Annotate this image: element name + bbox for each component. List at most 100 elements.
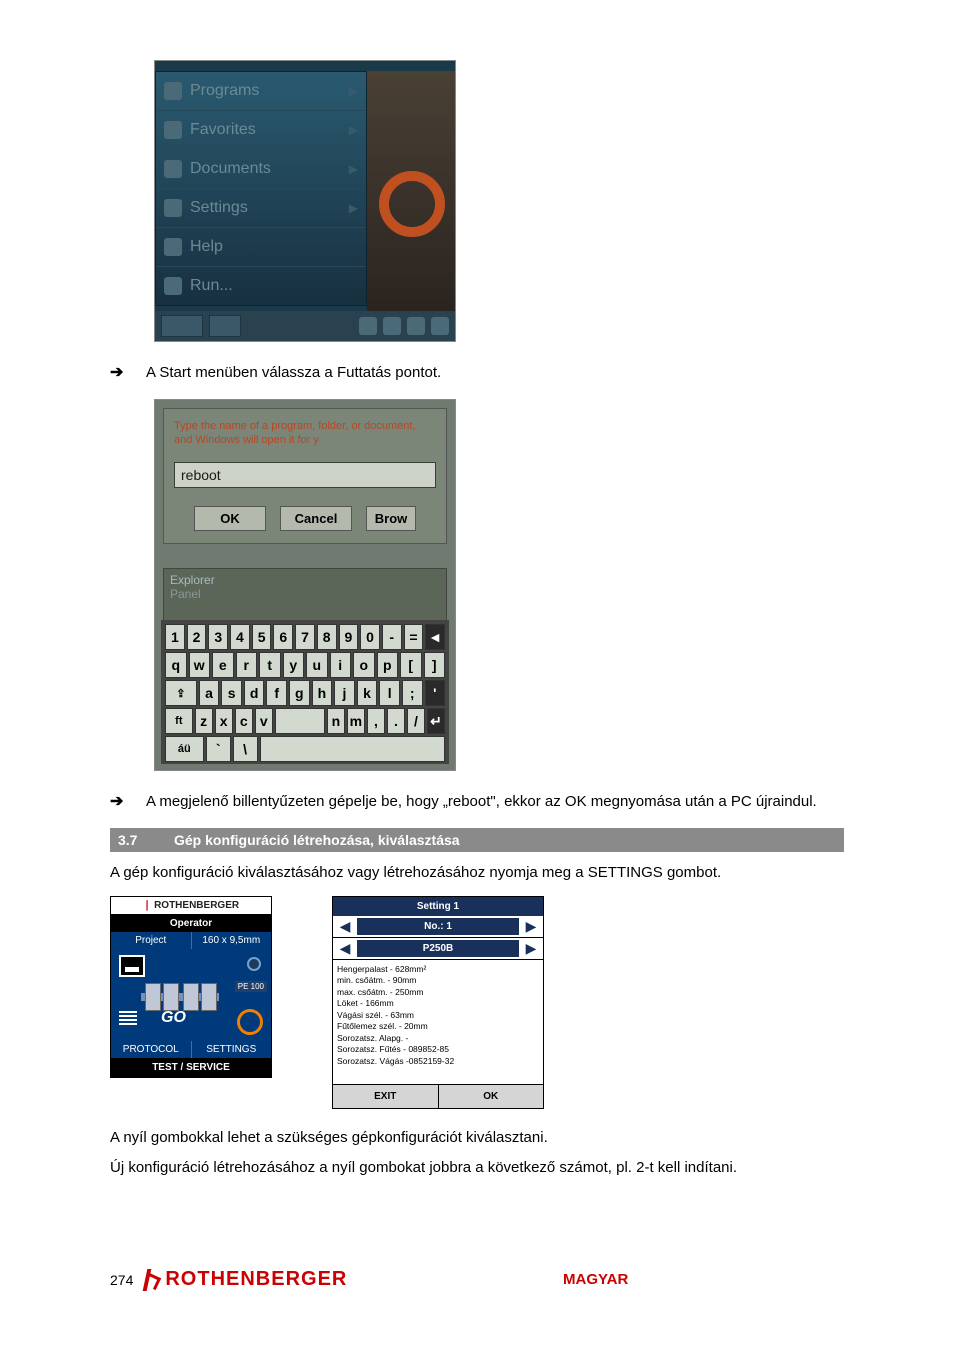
key[interactable]: ,: [367, 708, 385, 734]
key[interactable]: ': [425, 680, 446, 706]
taskbar-button[interactable]: [209, 315, 241, 337]
nav-left-icon[interactable]: ◀: [333, 938, 357, 959]
key[interactable]: a: [199, 680, 220, 706]
key[interactable]: m: [347, 708, 365, 734]
key[interactable]: t: [259, 652, 281, 678]
arrow-icon: ➔: [110, 791, 146, 811]
key[interactable]: 0: [360, 624, 380, 650]
test-service-button[interactable]: TEST / SERVICE: [111, 1058, 271, 1077]
midbar-line: Explorer: [170, 573, 440, 587]
key[interactable]: [: [400, 652, 422, 678]
menu-item-documents[interactable]: Documents ▶: [156, 150, 366, 189]
key[interactable]: w: [189, 652, 211, 678]
detail-line: Sorozatsz. Alapg. -: [337, 1033, 539, 1044]
key[interactable]: =: [404, 624, 424, 650]
section-number: 3.7: [118, 832, 174, 848]
tray-icon[interactable]: [359, 317, 377, 335]
key[interactable]: d: [244, 680, 265, 706]
footer-logo: ROTHENBERGER: [143, 1268, 347, 1291]
nav-left-icon[interactable]: ◀: [333, 916, 357, 937]
tray-icon[interactable]: [383, 317, 401, 335]
menu-item-favorites[interactable]: Favorites ▶: [156, 111, 366, 150]
browse-button[interactable]: Brow: [366, 506, 416, 531]
tray-icon[interactable]: [407, 317, 425, 335]
key[interactable]: -: [382, 624, 402, 650]
machine-icon: [141, 983, 219, 1009]
dialog-message: Type the name of a program, folder, or d…: [174, 419, 436, 448]
panelB-model: P250B: [357, 940, 519, 957]
ok-button[interactable]: OK: [194, 506, 266, 531]
key[interactable]: q: [165, 652, 187, 678]
key[interactable]: 8: [317, 624, 337, 650]
nav-right-icon[interactable]: ▶: [519, 938, 543, 959]
footer-language: MAGYAR: [347, 1271, 844, 1288]
key[interactable]: 9: [339, 624, 359, 650]
key[interactable]: 1: [165, 624, 185, 650]
panelA-graphic: PE 100 GO: [111, 949, 271, 1041]
list-icon: [119, 1009, 137, 1027]
key[interactable]: n: [327, 708, 345, 734]
key[interactable]: 5: [252, 624, 272, 650]
key-caps[interactable]: ⇪: [165, 680, 197, 706]
nav-right-icon[interactable]: ▶: [519, 916, 543, 937]
key[interactable]: f: [266, 680, 287, 706]
key[interactable]: i: [330, 652, 352, 678]
settings-button[interactable]: SETTINGS: [192, 1041, 272, 1058]
menu-item-programs[interactable]: Programs ▶: [156, 72, 366, 111]
onscreen-keyboard: 1 2 3 4 5 6 7 8 9 0 - = ◄ q w e r t y: [161, 620, 449, 764]
cancel-button[interactable]: Cancel: [280, 506, 352, 531]
key[interactable]: .: [387, 708, 405, 734]
key[interactable]: `: [206, 736, 231, 762]
tray-icon[interactable]: [431, 317, 449, 335]
detail-line: min. csőátm. - 90mm: [337, 975, 539, 986]
key[interactable]: p: [377, 652, 399, 678]
key[interactable]: 6: [273, 624, 293, 650]
key[interactable]: u: [306, 652, 328, 678]
key-backspace[interactable]: ◄: [425, 624, 445, 650]
key[interactable]: [260, 736, 445, 762]
key[interactable]: h: [312, 680, 333, 706]
key[interactable]: c: [235, 708, 253, 734]
key[interactable]: 4: [230, 624, 250, 650]
key[interactable]: ;: [402, 680, 423, 706]
key[interactable]: x: [215, 708, 233, 734]
submenu-arrow-icon: ▶: [349, 201, 358, 215]
go-label[interactable]: GO: [161, 1009, 186, 1027]
key-enter[interactable]: ↵: [427, 708, 445, 734]
key[interactable]: /: [407, 708, 425, 734]
menu-item-run[interactable]: Run...: [156, 267, 366, 305]
menu-item-settings[interactable]: Settings ▶: [156, 189, 366, 228]
key[interactable]: 7: [295, 624, 315, 650]
key[interactable]: y: [283, 652, 305, 678]
key-alt[interactable]: áü: [165, 736, 204, 762]
body-text-3: Új konfiguráció létrehozásához a nyíl go…: [110, 1157, 844, 1179]
pe-label: PE 100: [235, 981, 267, 992]
exit-button[interactable]: EXIT: [333, 1085, 439, 1108]
key[interactable]: r: [236, 652, 258, 678]
key[interactable]: e: [212, 652, 234, 678]
key[interactable]: l: [379, 680, 400, 706]
key[interactable]: k: [357, 680, 378, 706]
key[interactable]: g: [289, 680, 310, 706]
panelA-project-label: Project: [111, 932, 192, 949]
key-space[interactable]: [275, 708, 325, 734]
key[interactable]: o: [353, 652, 375, 678]
key[interactable]: v: [255, 708, 273, 734]
key[interactable]: 2: [187, 624, 207, 650]
key[interactable]: ]: [424, 652, 446, 678]
key[interactable]: \: [233, 736, 258, 762]
panelB-no: No.: 1: [357, 918, 519, 935]
key[interactable]: 3: [208, 624, 228, 650]
detail-line: Löket - 166mm: [337, 998, 539, 1009]
menu-item-help[interactable]: Help: [156, 228, 366, 267]
key-shift[interactable]: ft: [165, 708, 193, 734]
key[interactable]: j: [334, 680, 355, 706]
taskbar-start[interactable]: [161, 315, 203, 337]
shot1-ring-icon: [379, 171, 445, 237]
run-input[interactable]: reboot: [174, 462, 436, 488]
ok-button[interactable]: OK: [439, 1085, 544, 1108]
key[interactable]: z: [195, 708, 213, 734]
panelB-title: Setting 1: [333, 897, 543, 916]
protocol-button[interactable]: PROTOCOL: [111, 1041, 192, 1058]
key[interactable]: s: [221, 680, 242, 706]
